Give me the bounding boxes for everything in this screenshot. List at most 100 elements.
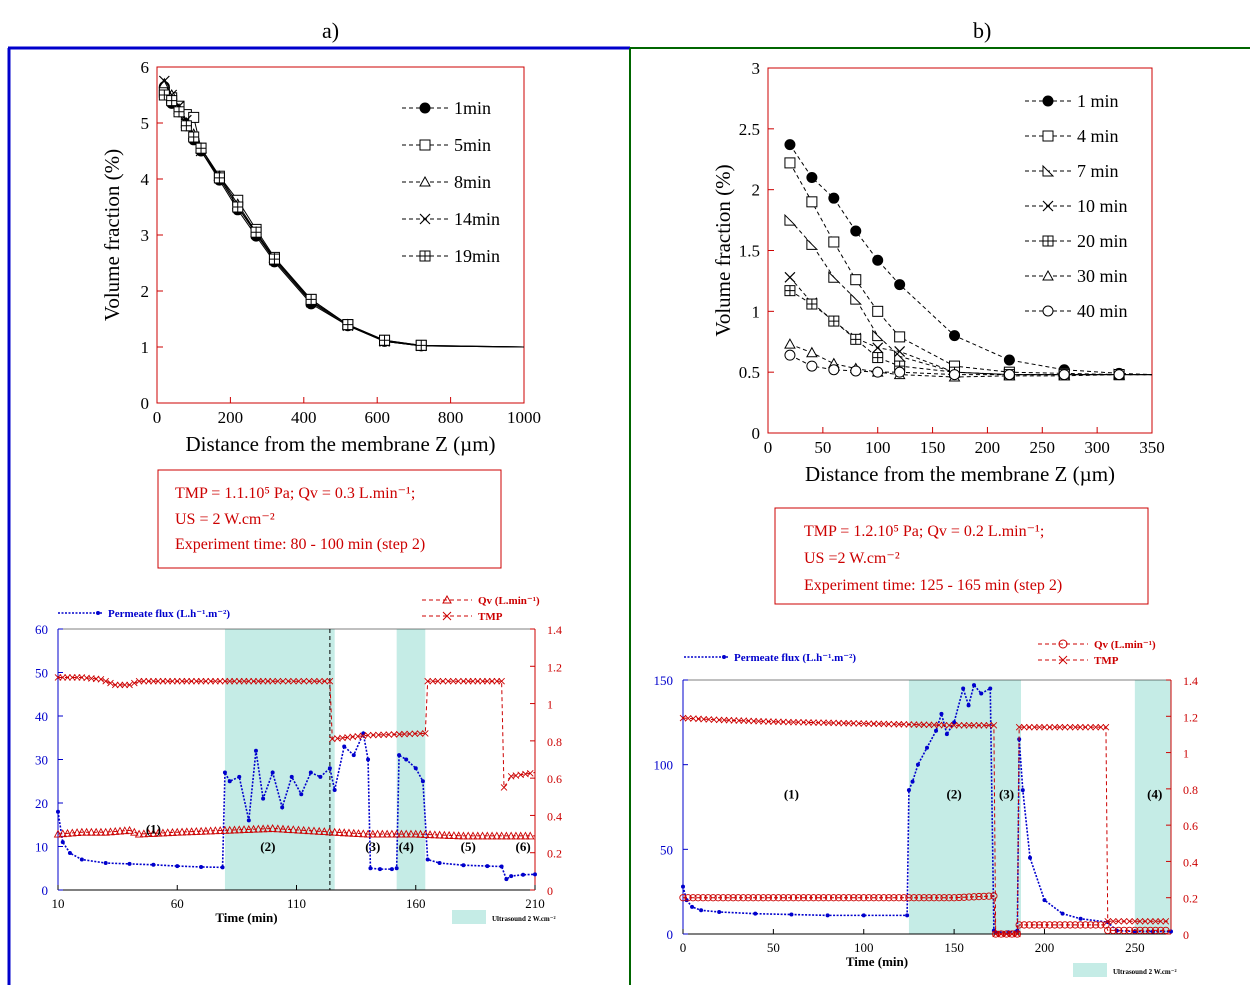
- x-tick-label: 50: [814, 438, 831, 457]
- data-point: [440, 830, 449, 839]
- data-point: [1092, 921, 1100, 929]
- data-point: [216, 677, 224, 685]
- data-point: [920, 894, 928, 902]
- data-point: [1058, 369, 1070, 381]
- step-label: (6): [515, 839, 530, 854]
- data-point: [997, 930, 1005, 938]
- series-line: [57, 730, 536, 881]
- y-tick-label: 3: [752, 59, 761, 78]
- legend-label: 4 min: [1077, 126, 1119, 146]
- y-tick-label-right: 1.4: [547, 623, 562, 637]
- a_profiles-chart: 0 200 400 600 800 1000 0 1 2 3 4 5 6 Distance from th…: [100, 58, 541, 456]
- data-point: [145, 677, 152, 685]
- data-point: [1114, 926, 1123, 935]
- data-point: [180, 120, 192, 132]
- data-point: [784, 338, 796, 349]
- data-point: [509, 874, 514, 879]
- y-tick-label-left: 0: [667, 927, 674, 942]
- data-point: [485, 864, 490, 869]
- data-point: [971, 683, 976, 688]
- x-axis-label: Time (min): [215, 910, 277, 925]
- data-point: [806, 360, 818, 372]
- data-point: [87, 827, 96, 836]
- data-point: [952, 720, 957, 725]
- data-point: [1102, 921, 1110, 929]
- data-point: [460, 677, 467, 685]
- a_flux-chart: 10 60 110 160 210010203040506000.20.40.60.81…: [35, 594, 562, 925]
- data-point: [375, 731, 382, 739]
- data-point: [694, 894, 702, 902]
- legend-marker: [419, 175, 431, 187]
- data-point: [1056, 921, 1064, 929]
- legend-entry: 19min: [402, 246, 500, 266]
- data-point: [861, 913, 866, 918]
- data-point: [780, 718, 787, 726]
- data-point: [695, 715, 702, 723]
- data-point: [1081, 921, 1090, 929]
- data-point: [860, 720, 868, 727]
- data-point: [140, 677, 148, 685]
- data-point: [960, 893, 968, 901]
- data-point: [195, 142, 207, 154]
- legend-label: Permeate flux (L.h⁻¹.m⁻²): [108, 608, 230, 620]
- data-point: [753, 911, 758, 916]
- legend-marker: [1042, 130, 1054, 142]
- data-point: [435, 830, 444, 839]
- data-point: [749, 894, 757, 902]
- data-point: [521, 872, 526, 877]
- data-point: [444, 830, 454, 839]
- data-point: [401, 829, 411, 838]
- data-point: [939, 711, 944, 716]
- data-point: [226, 677, 234, 685]
- data-point: [101, 827, 110, 836]
- data-point: [1078, 916, 1083, 921]
- data-point: [930, 721, 938, 729]
- data-point: [724, 894, 732, 902]
- series-line: [57, 827, 535, 837]
- data-point: [920, 721, 928, 729]
- data-point: [910, 779, 915, 784]
- data-point: [735, 717, 743, 724]
- data-point: [72, 828, 82, 837]
- legend-entry: 7 min: [1025, 161, 1119, 181]
- data-point: [829, 894, 838, 902]
- data-point: [533, 872, 537, 877]
- data-point: [127, 861, 132, 866]
- data-point: [502, 831, 511, 840]
- data-point: [875, 894, 883, 902]
- data-point: [872, 342, 884, 354]
- data-point: [755, 717, 762, 725]
- data-point: [211, 826, 220, 835]
- data-point: [166, 95, 178, 107]
- data-point: [158, 75, 170, 87]
- data-point: [850, 720, 858, 727]
- data-point: [197, 677, 205, 685]
- data-point: [934, 728, 939, 733]
- y-tick-label: 2.5: [739, 120, 760, 139]
- data-point: [182, 827, 192, 836]
- series-line: [789, 276, 1152, 376]
- data-point: [1162, 926, 1170, 935]
- data-point: [1041, 723, 1048, 731]
- data-point: [855, 894, 863, 902]
- data-point: [935, 894, 943, 902]
- data-point: [855, 720, 863, 727]
- y-tick-label-left: 40: [35, 709, 48, 724]
- data-point: [483, 831, 492, 840]
- data-point: [1003, 369, 1015, 381]
- data-point: [278, 824, 288, 833]
- data-point: [77, 827, 87, 836]
- data-point: [213, 172, 225, 184]
- data-point: [349, 828, 358, 837]
- step-label: (2): [947, 787, 962, 802]
- data-point: [992, 930, 1000, 938]
- data-point: [500, 784, 508, 791]
- data-point: [949, 330, 961, 342]
- ultrasound-band: [908, 680, 1021, 934]
- conditions-b-line2: US =2 W.cm⁻²: [804, 550, 900, 567]
- series-19min: [158, 89, 525, 351]
- data-point: [250, 677, 257, 685]
- data-point: [397, 829, 406, 838]
- data-point: [373, 829, 382, 838]
